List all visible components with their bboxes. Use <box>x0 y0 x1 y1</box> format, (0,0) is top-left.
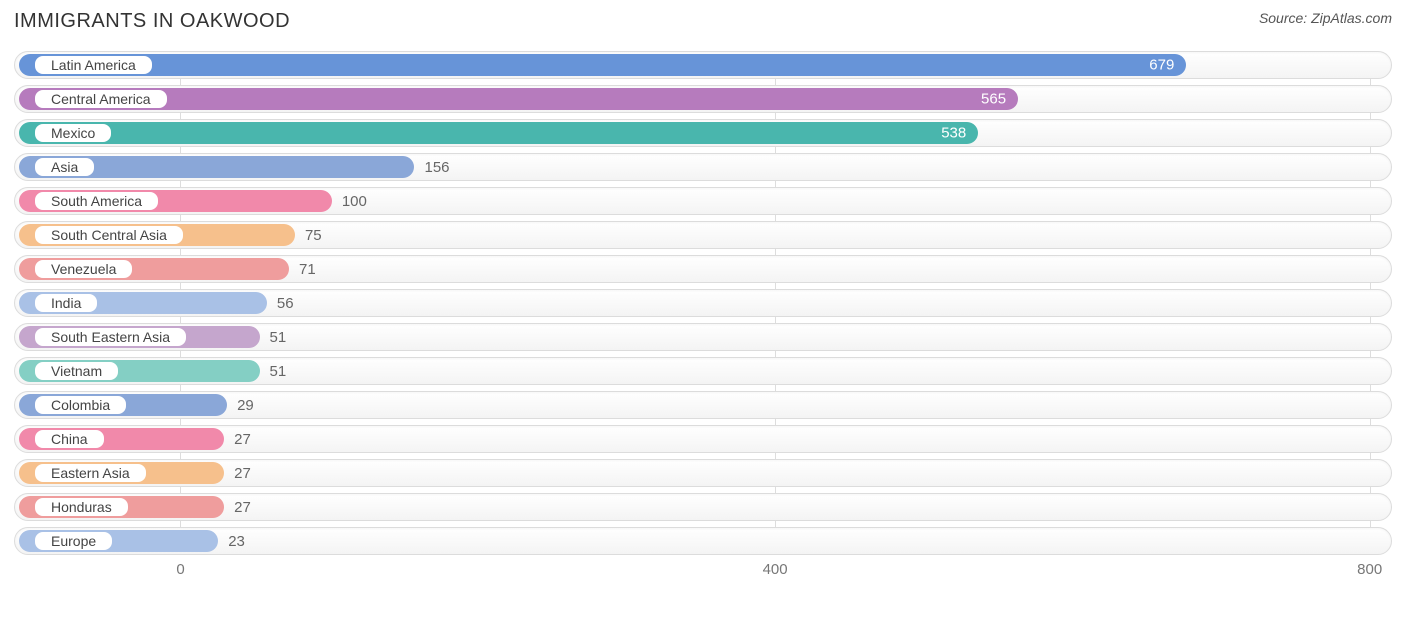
x-axis-tick-label: 0 <box>176 561 184 578</box>
bar-inner-row: 27 <box>19 496 1387 518</box>
bar-category-label: Colombia <box>33 394 128 416</box>
bar-inner-row: 156 <box>19 156 1387 178</box>
bar-category-label: Venezuela <box>33 258 134 280</box>
bar-inner-row: 56 <box>19 292 1387 314</box>
bar-value: 565 <box>981 91 1006 108</box>
bar-category-label: Vietnam <box>33 360 120 382</box>
bar-track: 27 Honduras <box>14 493 1392 521</box>
bar-value: 538 <box>941 125 966 142</box>
bar-value: 71 <box>299 261 316 278</box>
bar-inner-row: 538 <box>19 122 1387 144</box>
x-axis: 0 400 800 <box>14 557 1392 581</box>
bar-value: 51 <box>270 329 287 346</box>
bar-inner-row: 75 <box>19 224 1387 246</box>
bar-fill: 565 <box>19 88 1018 110</box>
bar-track: 565 Central America <box>14 85 1392 113</box>
bar-inner-row: 679 <box>19 54 1387 76</box>
bar-category-label: Asia <box>33 156 96 178</box>
bar-value: 100 <box>342 193 367 210</box>
bar-fill: 538 <box>19 122 978 144</box>
bar-value: 75 <box>305 227 322 244</box>
bar-category-label: South America <box>33 190 160 212</box>
bar-value: 679 <box>1149 57 1174 74</box>
bar-inner-row: 27 <box>19 428 1387 450</box>
x-axis-tick-label: 800 <box>1357 561 1382 578</box>
bar-inner-row: 71 <box>19 258 1387 280</box>
bar-inner-row: 51 <box>19 326 1387 348</box>
bar-fill: 679 <box>19 54 1186 76</box>
chart-header: IMMIGRANTS IN OAKWOOD Source: ZipAtlas.c… <box>14 10 1392 33</box>
bar-category-label: Latin America <box>33 54 154 76</box>
bar-track: 156 Asia <box>14 153 1392 181</box>
bar-value: 51 <box>270 363 287 380</box>
bar-track: 29 Colombia <box>14 391 1392 419</box>
bar-track: 538 Mexico <box>14 119 1392 147</box>
bar-inner-row: 29 <box>19 394 1387 416</box>
bars-container: 679 Latin America 565 Central America 538 Mex… <box>14 51 1392 555</box>
bar-category-label: Central America <box>33 88 169 110</box>
bar-category-label: South Eastern Asia <box>33 326 188 348</box>
chart-area: 679 Latin America 565 Central America 538 Mex… <box>14 51 1392 581</box>
bar-category-label: South Central Asia <box>33 224 185 246</box>
bar-category-label: Eastern Asia <box>33 462 148 484</box>
bar-category-label: Europe <box>33 530 114 552</box>
chart-title: IMMIGRANTS IN OAKWOOD <box>14 10 290 33</box>
bar-value: 156 <box>424 159 449 176</box>
bar-category-label: China <box>33 428 106 450</box>
bar-value: 27 <box>234 431 251 448</box>
bar-value: 27 <box>234 465 251 482</box>
bar-track: 679 Latin America <box>14 51 1392 79</box>
bar-track: 51 South Eastern Asia <box>14 323 1392 351</box>
bar-category-label: India <box>33 292 99 314</box>
bar-value: 29 <box>237 397 254 414</box>
bar-track: 75 South Central Asia <box>14 221 1392 249</box>
bar-inner-row: 51 <box>19 360 1387 382</box>
bar-track: 56 India <box>14 289 1392 317</box>
bar-inner-row: 23 <box>19 530 1387 552</box>
bar-track: 23 Europe <box>14 527 1392 555</box>
bar-category-label: Mexico <box>33 122 113 144</box>
bar-inner-row: 27 <box>19 462 1387 484</box>
bar-inner-row: 565 <box>19 88 1387 110</box>
bar-value: 56 <box>277 295 294 312</box>
bar-value: 27 <box>234 499 251 516</box>
bar-inner-row: 100 <box>19 190 1387 212</box>
bar-track: 27 China <box>14 425 1392 453</box>
bar-track: 100 South America <box>14 187 1392 215</box>
bar-category-label: Honduras <box>33 496 130 518</box>
bar-value: 23 <box>228 533 245 550</box>
chart-source: Source: ZipAtlas.com <box>1259 10 1392 26</box>
bar-track: 27 Eastern Asia <box>14 459 1392 487</box>
bar-track: 71 Venezuela <box>14 255 1392 283</box>
x-axis-tick-label: 400 <box>763 561 788 578</box>
bar-track: 51 Vietnam <box>14 357 1392 385</box>
